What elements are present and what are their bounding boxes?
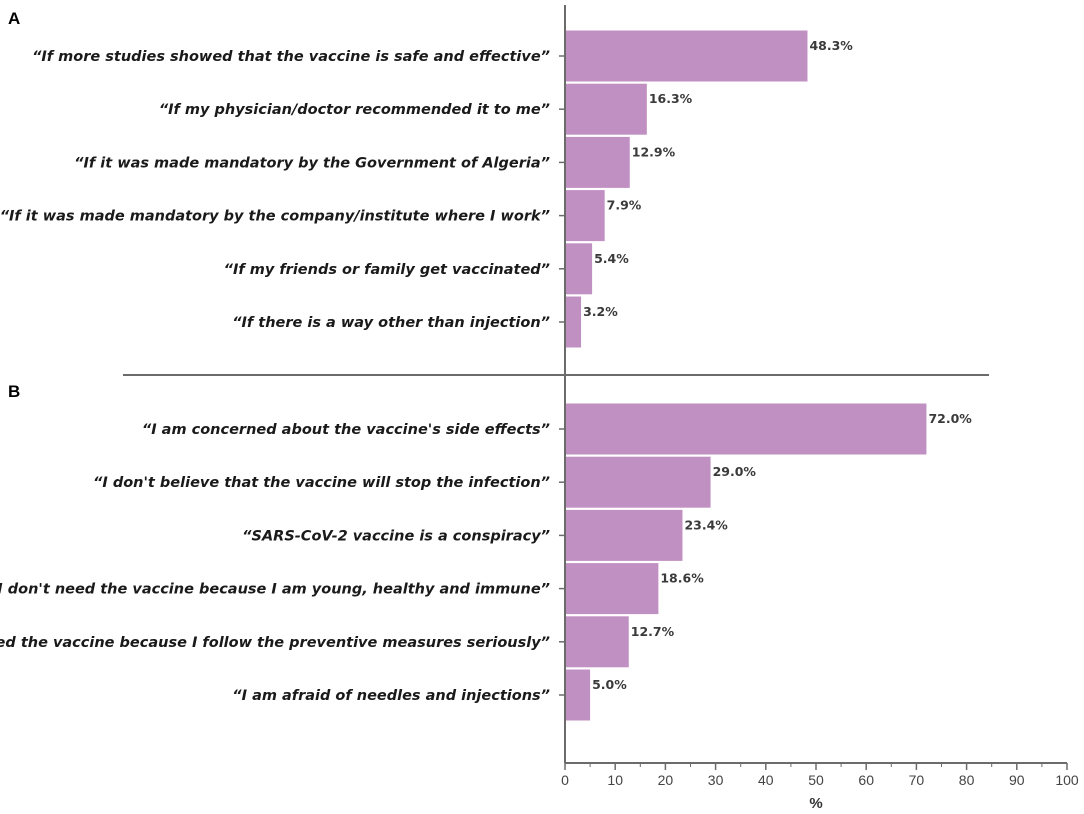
category-label: “I don't believe that the vaccine will s… xyxy=(93,475,550,491)
x-tick-label: 50 xyxy=(808,772,824,788)
category-label: “If my physician/doctor recommended it t… xyxy=(159,102,550,118)
data-label: 3.2% xyxy=(583,304,618,319)
data-label: 48.3% xyxy=(809,38,853,53)
category-label: “SARS-CoV-2 vaccine is a conspiracy” xyxy=(242,528,550,544)
x-tick-label: 90 xyxy=(1009,772,1025,788)
category-label: “If my friends or family get vaccinated” xyxy=(224,262,550,278)
bar xyxy=(565,616,629,668)
bar xyxy=(565,563,659,615)
category-label: “If there is a way other than injection” xyxy=(232,315,550,331)
category-label: “If more studies showed that the vaccine… xyxy=(32,49,550,65)
bar xyxy=(565,403,927,455)
bar xyxy=(565,296,582,348)
category-label: “I don't need the vaccine because I am y… xyxy=(0,582,550,598)
data-label: 18.6% xyxy=(660,571,704,586)
data-label: 29.0% xyxy=(713,464,757,479)
bar xyxy=(565,243,593,295)
x-tick-label: 70 xyxy=(909,772,925,788)
panel-label: A xyxy=(8,9,20,28)
data-label: 16.3% xyxy=(649,91,693,106)
bar xyxy=(565,190,605,242)
bar xyxy=(565,509,683,561)
chart-panels: A “If more studies showed that the vaccin… xyxy=(0,9,972,721)
category-label: “If it was made mandatory by the company… xyxy=(0,209,550,225)
panel-a: A “If more studies showed that the vaccin… xyxy=(0,9,853,348)
x-tick-label: 100 xyxy=(1055,772,1079,788)
x-tick-label: 0 xyxy=(561,772,569,788)
bar xyxy=(565,669,591,721)
x-tick-label: 10 xyxy=(607,772,623,788)
data-label: 12.9% xyxy=(632,144,676,159)
panel-label: B xyxy=(8,382,20,401)
bar xyxy=(565,30,808,82)
data-label: 7.9% xyxy=(607,198,642,213)
x-tick-label: 60 xyxy=(858,772,874,788)
bar xyxy=(565,136,630,188)
chart-axes: 0 10 20 30 40 50 60 70 80 90 100 xyxy=(123,5,1079,788)
x-tick-label: 20 xyxy=(658,772,674,788)
bar xyxy=(565,456,711,508)
category-label: “I am afraid of needles and injections” xyxy=(232,688,550,704)
panel-b: B “I am concerned about the vaccine's sid… xyxy=(0,382,972,721)
x-tick-label: 30 xyxy=(708,772,724,788)
bar xyxy=(565,83,647,135)
x-tick-label: 40 xyxy=(758,772,774,788)
x-axis-title: % xyxy=(809,795,822,812)
x-tick-label: 80 xyxy=(959,772,975,788)
data-label: 5.4% xyxy=(594,251,629,266)
category-label: “I am concerned about the vaccine's side… xyxy=(142,422,550,438)
category-label: “If it was made mandatory by the Governm… xyxy=(74,155,550,171)
category-label: “I don't need the vaccine because I foll… xyxy=(0,635,550,651)
data-label: 72.0% xyxy=(928,411,972,426)
data-label: 5.0% xyxy=(592,677,627,692)
data-label: 12.7% xyxy=(631,624,675,639)
data-label: 23.4% xyxy=(684,517,728,532)
